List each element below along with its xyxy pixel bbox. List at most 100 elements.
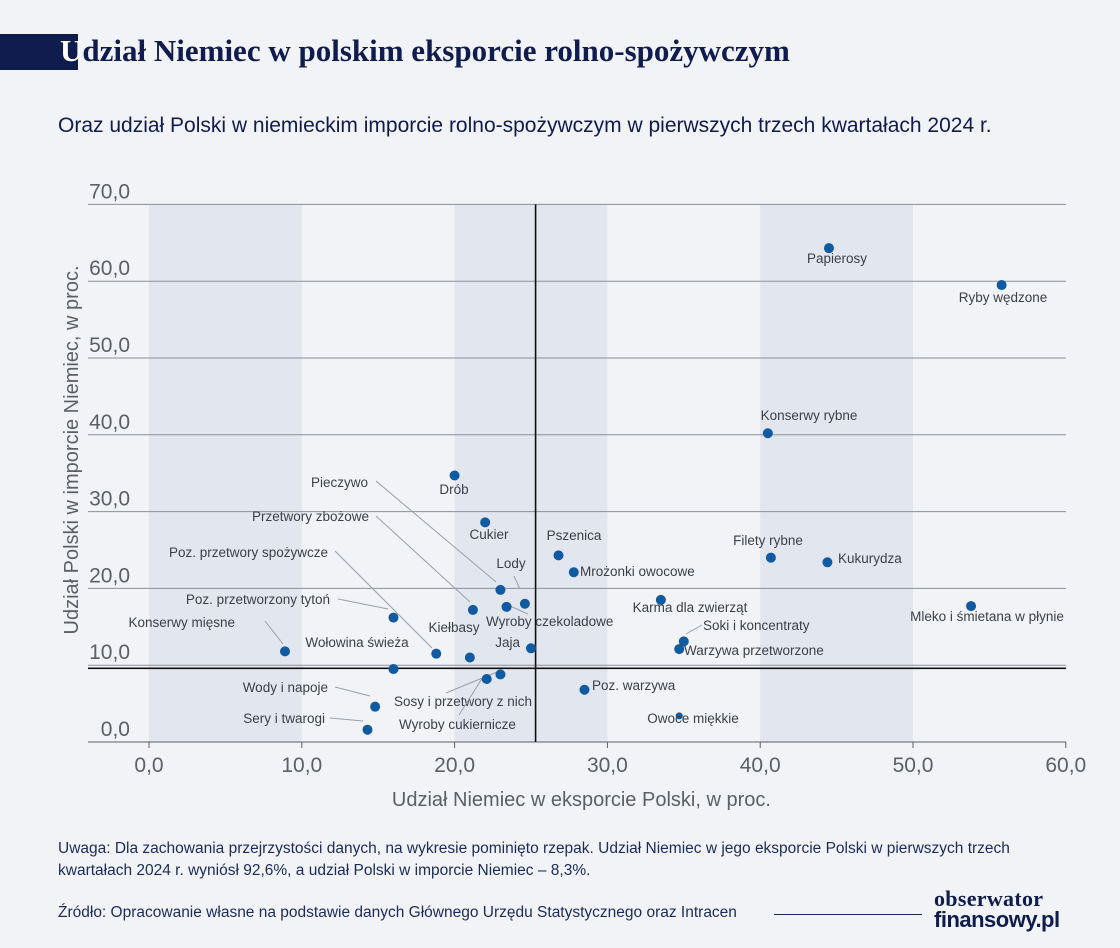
data-point-9 <box>519 598 530 609</box>
y-tick-label: 30,0 <box>89 488 130 511</box>
leader-line-12 <box>375 515 471 603</box>
leader-line-10 <box>375 480 497 583</box>
data-point-13 <box>655 594 666 605</box>
y-tick-label: 0,0 <box>101 718 130 741</box>
point-label-11: Wyroby czekoladowe <box>486 614 613 629</box>
data-point-24 <box>481 674 492 685</box>
data-point-6 <box>568 567 579 578</box>
y-axis-title: Udział Polski w imporcie Niemiec, w proc… <box>61 266 83 635</box>
data-point-23 <box>495 669 506 680</box>
y-tick-label: 10,0 <box>89 641 130 664</box>
point-label-7: Filety rybne <box>733 533 803 548</box>
point-label-10: Pieczywo <box>311 475 368 490</box>
y-tick-label: 20,0 <box>89 564 130 587</box>
point-label-24: Wyroby cukiernicze <box>399 717 516 732</box>
point-label-19: Soki i koncentraty <box>703 618 810 633</box>
shaded-band-1 <box>454 204 608 742</box>
leader-line-19 <box>685 624 703 635</box>
data-point-18 <box>526 643 536 654</box>
data-point-15 <box>388 612 399 623</box>
data-point-16 <box>431 648 442 659</box>
data-point-12 <box>467 604 478 615</box>
point-label-18: Jaja <box>495 635 520 650</box>
leader-line-21 <box>264 620 284 645</box>
leader-line-9 <box>513 575 521 590</box>
leader-line-11 <box>509 605 529 615</box>
point-label-6: Mrożonki owocowe <box>580 564 695 579</box>
point-label-13: Karma dla zwierząt <box>633 600 748 615</box>
chart-subtitle: Oraz udział Polski w niemieckim imporcie… <box>58 114 992 137</box>
point-label-4: Cukier <box>469 527 509 542</box>
title-accent-bar <box>0 34 78 70</box>
x-tick-label: 10,0 <box>281 754 322 777</box>
point-label-17: Kiełbasy <box>428 620 479 635</box>
x-tick-label: 40,0 <box>740 754 781 777</box>
point-label-27: Sery i twarogi <box>243 711 325 726</box>
data-point-10 <box>495 584 506 595</box>
data-point-2 <box>762 428 773 439</box>
data-point-1 <box>996 280 1007 291</box>
data-point-27 <box>362 724 373 735</box>
data-point-0 <box>823 243 834 254</box>
point-label-16: Poz. przetworzony tytoń <box>186 592 330 607</box>
x-axis-title: Udział Niemiec w eksporcie Polski, w pro… <box>392 789 771 811</box>
data-point-17 <box>464 652 475 663</box>
data-point-21 <box>279 646 290 657</box>
scatter-chart: 0,0 10,0 20,0 30,0 40,0 50,0 60,0 70,0 0,0 10,0 20… <box>61 180 1086 811</box>
point-label-8: Kukurydza <box>838 551 902 566</box>
point-label-20: Warzywa przetworzone <box>684 643 824 658</box>
data-point-14 <box>966 601 977 612</box>
chart-note: Uwaga: Dla zachowania przejrzystości dan… <box>58 840 1010 879</box>
x-tick-label: 0,0 <box>134 754 163 777</box>
data-point-7 <box>765 552 776 563</box>
leader-line-27 <box>329 717 364 722</box>
logo-line-1: obserwator <box>934 886 1044 911</box>
point-label-12: Przetwory zbożowe <box>252 509 369 524</box>
point-label-5: Pszenica <box>547 528 602 543</box>
leader-line-15 <box>334 550 433 649</box>
data-point-26 <box>370 701 381 712</box>
shaded-band-2 <box>760 204 913 742</box>
title-text: dział Niemiec w polskim eksporcie rolno-… <box>82 33 790 68</box>
data-point-8 <box>822 557 833 568</box>
data-point-11 <box>501 601 512 612</box>
point-label-14: Mleko i śmietana w płynie <box>910 609 1064 624</box>
y-tick-label: 60,0 <box>89 257 130 280</box>
data-point-22 <box>388 664 399 675</box>
y-tick-label: 40,0 <box>89 411 130 434</box>
point-label-22: Wołowina świeża <box>305 635 409 650</box>
point-label-2: Konserwy rybne <box>761 408 858 423</box>
data-point-19 <box>678 636 689 647</box>
page-title: Udział Niemiec w polskim eksporcie rolno… <box>60 33 790 69</box>
point-label-28: Owoce miękkie <box>647 711 739 726</box>
point-label-21: Konserwy mięsne <box>128 615 235 630</box>
point-label-26: Wody i napoje <box>243 680 328 695</box>
x-tick-label: 30,0 <box>587 754 628 777</box>
point-label-25: Poz. warzywa <box>592 678 676 693</box>
point-label-3: Drób <box>439 482 468 497</box>
data-point-3 <box>449 470 460 481</box>
data-point-20 <box>674 644 685 655</box>
brand-logo: obserwator finansowy.pl <box>934 886 1074 932</box>
y-tick-label: 70,0 <box>89 180 130 203</box>
leader-line-26 <box>334 686 371 697</box>
point-label-9: Lody <box>496 556 526 571</box>
point-label-15: Poz. przetwory spożywcze <box>169 545 328 560</box>
point-label-1: Ryby wędzone <box>959 290 1048 305</box>
leader-line-24 <box>458 676 484 716</box>
shaded-band-0 <box>149 204 302 742</box>
leader-line-16 <box>337 598 389 610</box>
y-tick-label: 50,0 <box>89 334 130 357</box>
x-tick-label: 50,0 <box>893 754 934 777</box>
x-tick-label: 60,0 <box>1045 754 1086 777</box>
chart-source: Źródło: Opracowanie własne na podstawie … <box>58 904 737 921</box>
logo-line-2: finansowy.pl <box>934 907 1060 932</box>
point-label-0: Papierosy <box>807 251 867 266</box>
data-point-4 <box>480 517 491 528</box>
point-label-23: Sosy i przetwory z nich <box>394 694 532 709</box>
title-first-letter: U <box>60 33 83 68</box>
data-point-28 <box>675 712 683 720</box>
data-point-25 <box>579 684 590 695</box>
source-divider <box>774 914 922 915</box>
data-point-5 <box>553 550 564 561</box>
